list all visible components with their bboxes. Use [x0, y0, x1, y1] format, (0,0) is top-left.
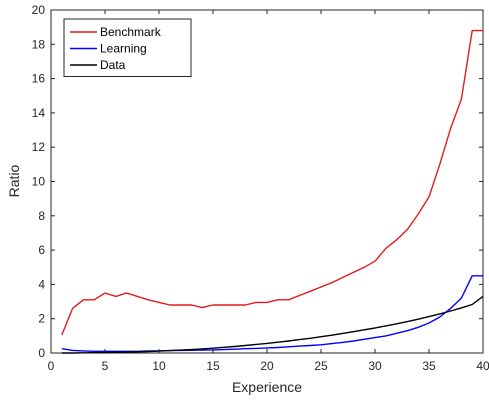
- y-axis-label: Ratio: [6, 164, 22, 197]
- y-tick-label: 2: [38, 312, 45, 326]
- x-tick-label: 0: [48, 359, 55, 373]
- legend-box: [63, 18, 192, 77]
- y-tick-label: 0: [38, 346, 45, 360]
- y-tick-label: 16: [32, 72, 46, 86]
- x-tick-label: 5: [102, 359, 109, 373]
- series-layer: [61, 29, 484, 354]
- series-line-data: [61, 295, 484, 354]
- ticks-layer: 0 5 10 15 20 25 30 35 40 0 2 4 6 8 10 12 14 16 18 20: [32, 3, 489, 373]
- legend-label-learning: Learning: [100, 42, 147, 56]
- series-line-benchmark: [61, 29, 483, 336]
- y-tick-label: 8: [38, 209, 45, 223]
- y-tick-label: 12: [32, 140, 46, 154]
- x-tick-label: 30: [368, 359, 382, 373]
- y-tick-label: 4: [38, 277, 45, 291]
- legend: Benchmark Learning Data: [63, 18, 192, 77]
- x-tick-label: 15: [206, 359, 220, 373]
- y-tick-label: 10: [32, 175, 46, 189]
- x-axis-label: Experience: [232, 379, 302, 395]
- x-tick-label: 40: [476, 359, 489, 373]
- legend-label-benchmark: Benchmark: [100, 25, 162, 39]
- x-tick-label: 20: [260, 359, 274, 373]
- x-tick-label: 35: [422, 359, 436, 373]
- y-tick-label: 20: [32, 3, 46, 17]
- y-tick-label: 14: [32, 106, 46, 120]
- x-tick-label: 25: [314, 359, 328, 373]
- legend-label-data: Data: [100, 58, 126, 72]
- x-tick-label: 10: [152, 359, 166, 373]
- y-tick-label: 6: [38, 243, 45, 257]
- y-tick-label: 18: [32, 37, 46, 51]
